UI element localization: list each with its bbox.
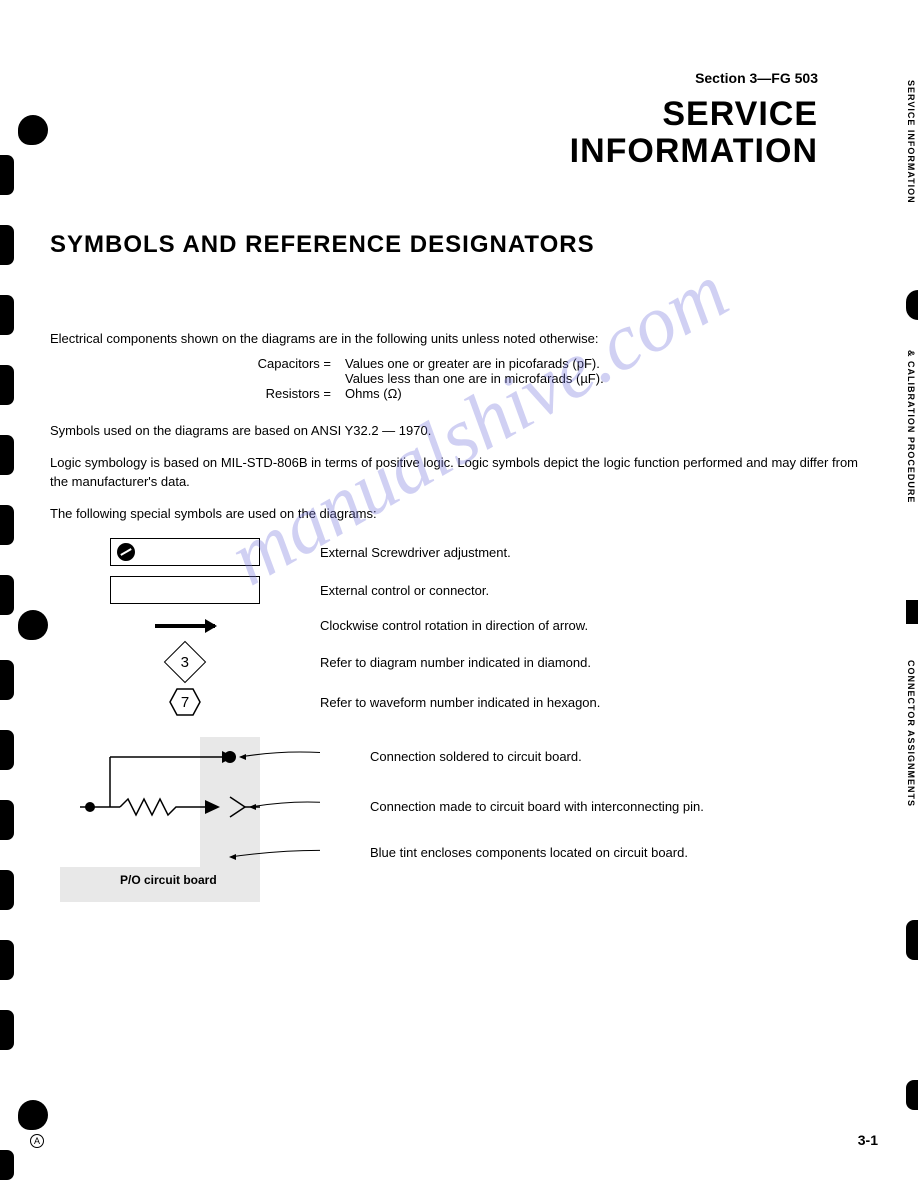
connector-symbol-icon <box>110 576 260 604</box>
page-content: Section 3—FG 503 SERVICE INFORMATION SYM… <box>30 30 878 1158</box>
pin-desc: Connection made to circuit board with in… <box>370 799 704 814</box>
capacitors-val-1: Values one or greater are in picofarads … <box>345 356 858 371</box>
page-number: 3-1 <box>858 1132 878 1148</box>
punch-hole-icon <box>18 115 48 145</box>
side-tab-2: & CALIBRATION PROCEDURE <box>906 350 916 503</box>
tab-marker-icon <box>906 1080 918 1110</box>
side-tab-3: CONNECTOR ASSIGNMENTS <box>906 660 916 807</box>
capacitors-val-2: Values less than one are in microfarads … <box>345 371 858 386</box>
tint-desc: Blue tint encloses components located on… <box>370 845 688 860</box>
para-ansi: Symbols used on the diagrams are based o… <box>50 421 858 441</box>
punch-hole-icon <box>18 1100 48 1130</box>
units-block: Capacitors = Values one or greater are i… <box>250 356 858 401</box>
scan-artifact <box>0 225 14 265</box>
scan-artifact <box>0 435 14 475</box>
screwdriver-symbol-icon <box>110 538 260 566</box>
capacitors-label: Capacitors = <box>250 356 345 371</box>
tab-marker-icon <box>906 920 918 960</box>
scan-artifact <box>0 800 14 840</box>
revision-mark: A <box>30 1134 44 1148</box>
scan-artifact <box>0 365 14 405</box>
resistors-label: Resistors = <box>250 386 345 401</box>
circuit-diagram: P/O circuit board <box>50 727 320 907</box>
hexagon-desc: Refer to waveform number indicated in he… <box>320 695 858 710</box>
intro-text: Electrical components shown on the diagr… <box>50 329 858 349</box>
arrow-icon <box>155 624 215 628</box>
hexagon-icon: 7 <box>168 687 202 717</box>
punch-hole-icon <box>18 610 48 640</box>
symbols-list: External Screwdriver adjustment. Externa… <box>50 538 858 917</box>
scan-artifact <box>0 660 14 700</box>
clockwise-desc: Clockwise control rotation in direction … <box>320 618 858 633</box>
scan-artifact <box>0 505 14 545</box>
scan-artifact <box>0 1150 14 1180</box>
screwdriver-desc: External Screwdriver adjustment. <box>320 545 858 560</box>
scan-artifact <box>0 575 14 615</box>
para-logic: Logic symbology is based on MIL-STD-806B… <box>50 453 858 492</box>
diamond-desc: Refer to diagram number indicated in dia… <box>320 655 858 670</box>
section-label: Section 3—FG 503 <box>50 70 818 86</box>
diamond-number: 3 <box>181 654 189 671</box>
hexagon-number: 7 <box>181 694 189 711</box>
scan-artifact <box>0 1010 14 1050</box>
para-special: The following special symbols are used o… <box>50 504 858 524</box>
section-heading: SYMBOLS AND REFERENCE DESIGNATORS <box>50 231 858 259</box>
title-line-1: SERVICE <box>50 96 818 133</box>
scan-artifact <box>0 730 14 770</box>
tab-arrow-icon <box>906 600 918 624</box>
diamond-icon: 3 <box>164 641 206 683</box>
resistors-val: Ohms (Ω) <box>345 386 858 401</box>
tab-marker-icon <box>906 290 918 320</box>
scan-artifact <box>0 870 14 910</box>
connector-desc: External control or connector. <box>320 583 858 598</box>
po-label: P/O circuit board <box>120 873 217 887</box>
side-tab-1: SERVICE INFORMATION <box>906 80 916 204</box>
scan-artifact <box>0 295 14 335</box>
scan-artifact <box>0 155 14 195</box>
scan-artifact <box>0 940 14 980</box>
soldered-desc: Connection soldered to circuit board. <box>370 749 582 764</box>
title-line-2: INFORMATION <box>50 133 818 170</box>
main-title: SERVICE INFORMATION <box>50 96 818 171</box>
